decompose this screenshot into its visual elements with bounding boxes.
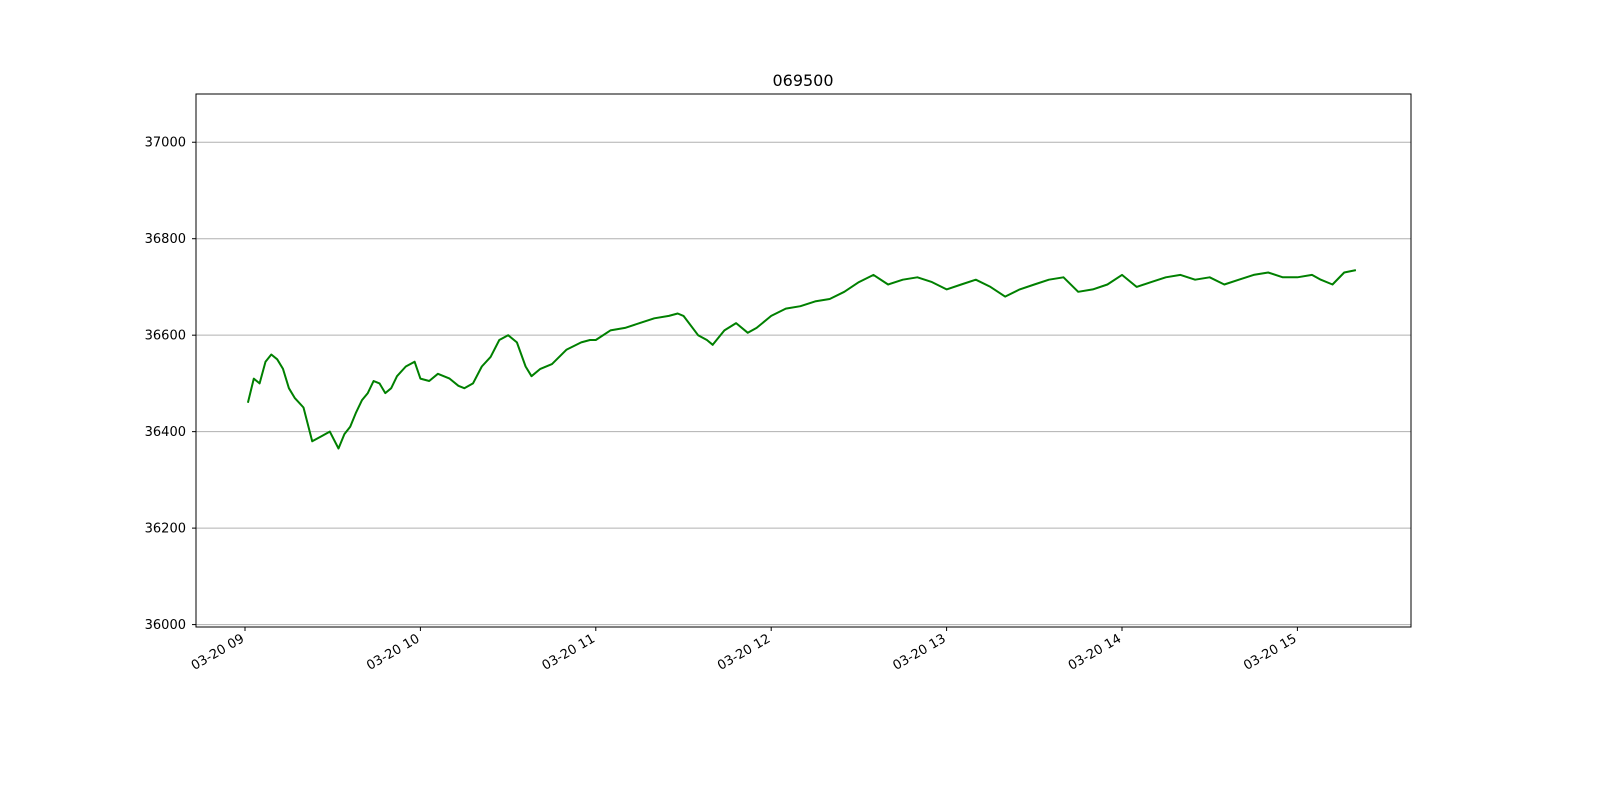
chart-title: 069500	[772, 71, 833, 90]
y-axis: 36000 36200 36400 36600 36800 37000	[145, 136, 196, 633]
plot-frame	[195, 93, 1412, 628]
gridlines	[196, 141, 1411, 626]
series-line	[246, 269, 1357, 450]
y-tick-label: 37000	[145, 136, 186, 151]
y-tick-label: 36200	[145, 522, 186, 537]
y-tick-label: 36800	[145, 232, 186, 247]
y-tick-label: 36400	[145, 425, 186, 440]
y-tick-label: 36600	[145, 329, 186, 344]
series-layer	[246, 269, 1357, 450]
y-tick-label: 36000	[145, 618, 186, 633]
